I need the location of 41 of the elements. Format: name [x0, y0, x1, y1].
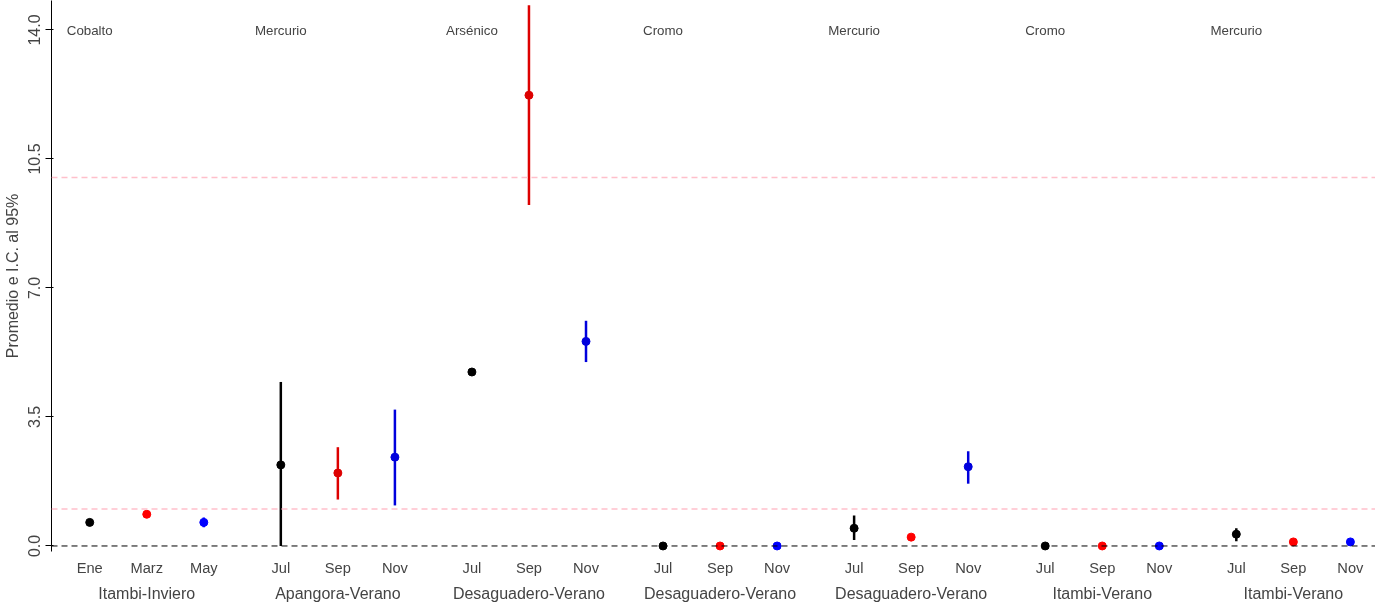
text: Itambi-Verano [1243, 584, 1344, 602]
x-tick-label: Sep [324, 559, 351, 576]
text: Desaguadero-Verano [452, 584, 606, 602]
text: Itambi-Verano [1052, 584, 1153, 602]
y-tick-label: 0.0 [26, 534, 44, 558]
annotation: Arsénico [445, 22, 498, 38]
x-tick-label: Nov [955, 559, 982, 576]
text: Apangora-Verano [275, 584, 401, 602]
x-tick-label: Nov [381, 559, 409, 576]
x-tick-label: Jul [1035, 559, 1055, 576]
y-tick-label: 7.0 [26, 276, 44, 300]
x-tick-label: Marz [130, 559, 164, 576]
annotation: Mercurio [254, 22, 307, 38]
annotation: Cromo [1025, 22, 1066, 38]
text: Desaguadero-Verano [644, 584, 797, 602]
x-tick-label: Jul [844, 559, 864, 576]
text: Desaguadero-Verano [835, 584, 988, 602]
y-tick-label: 10.5 [26, 143, 44, 175]
annotation: Mercurio [1210, 22, 1263, 38]
x-tick-label: Sep [1280, 559, 1307, 576]
x-tick-label: Sep [707, 559, 734, 576]
x-tick-label: Nov [1146, 559, 1174, 576]
x-tick-label: Jul [1226, 559, 1246, 576]
x-tick-label: Jul [271, 559, 291, 576]
annotation: Mercurio [828, 22, 881, 38]
x-tick-label: Jul [653, 559, 673, 576]
text: Itambi-Inviero [98, 584, 196, 602]
y-tick-label: 3.5 [26, 405, 44, 429]
x-tick-label: Sep [1089, 559, 1116, 576]
annotation: Cobalto [66, 22, 113, 38]
annotation: Cromo [643, 22, 684, 38]
x-tick-label: Nov [1337, 559, 1365, 576]
x-tick-label: Nov [572, 559, 600, 576]
x-tick-label: Ene [76, 559, 103, 576]
x-tick-label: Sep [898, 559, 925, 576]
y-axis-title: Promedio e I.C. al 95% [3, 193, 21, 359]
x-tick-label: Sep [515, 559, 542, 576]
y-tick-label: 14.0 [26, 14, 44, 46]
x-tick-label: May [189, 559, 219, 576]
x-tick-label: Jul [462, 559, 482, 576]
x-tick-label: Nov [764, 559, 791, 576]
